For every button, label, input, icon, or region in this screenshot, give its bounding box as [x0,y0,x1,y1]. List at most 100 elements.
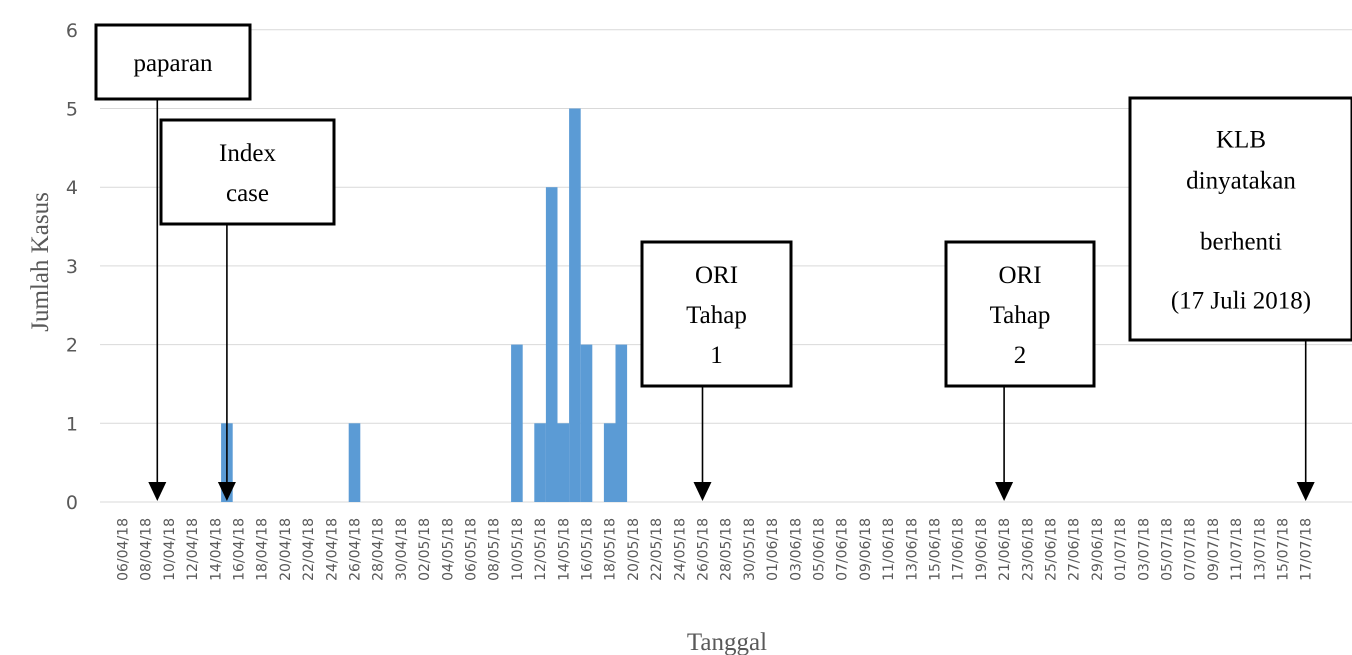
x-tick-label: 06/05/18 [464,518,480,581]
bar [615,344,628,502]
x-tick-label: 29/06/18 [1090,518,1106,581]
x-tick-label: 08/04/18 [139,518,155,581]
x-tick-label: 12/05/18 [533,518,549,581]
annotation-box [1128,96,1352,342]
annotation-text: Tahap [990,302,1051,329]
x-tick-label: 08/05/18 [487,518,503,581]
x-tick-label: 12/04/18 [185,518,201,581]
x-tick-label: 28/05/18 [719,518,735,581]
x-tick-label: 07/06/18 [835,518,851,581]
bar [557,423,570,502]
x-tick-label: 11/07/18 [1229,518,1245,581]
annotation-4: ORI Tahap 2 [944,240,1096,501]
annotation-text: case [226,180,269,207]
x-tick-label: 03/07/18 [1136,518,1152,581]
x-tick-label: 30/04/18 [394,518,410,581]
annotation-arrowhead [1296,482,1315,501]
x-tick-label: 23/06/18 [1020,518,1036,581]
x-tick-label: 16/04/18 [232,518,248,581]
x-tick-label: 18/05/18 [603,518,619,581]
x-tick-label: 14/04/18 [208,518,224,581]
x-tick-label: 10/04/18 [162,518,178,581]
x-tick-label: 01/06/18 [765,518,781,581]
x-tick-label: 16/05/18 [580,518,596,581]
y-tick-label: 4 [66,177,78,199]
x-tick-label: 24/04/18 [324,518,340,581]
x-tick-label: 09/06/18 [858,518,874,581]
x-tick-label: 13/06/18 [904,518,920,581]
annotation-arrowhead [693,482,712,501]
y-tick-label: 6 [66,20,78,42]
annotation-5: KLB dinyatakan berhenti (17 Juli 2018) [1128,96,1352,501]
x-tick-label: 14/05/18 [556,518,572,581]
y-tick-label: 5 [66,99,78,121]
annotation-text: berhenti [1200,229,1282,256]
annotation-arrowhead [148,482,167,501]
x-tick-label: 17/06/18 [951,518,967,581]
x-axis-title: Tanggal [687,629,767,655]
x-tick-label: 05/06/18 [812,518,828,581]
bar [580,344,593,502]
annotations: paparan Index case ORI Tahap 1 ORI Tahap 2 KLB din… [94,23,1352,501]
bar [545,187,558,502]
x-tick-label: 03/06/18 [788,518,804,581]
annotation-text: ORI [998,262,1041,289]
x-tick-label: 10/05/18 [510,518,526,581]
annotation-1: paparan [94,23,252,501]
x-tick-label: 07/07/18 [1183,518,1199,581]
x-tick-label: 20/05/18 [626,518,642,581]
x-tick-label: 09/07/18 [1206,518,1222,581]
x-tick-label: 19/06/18 [974,518,990,581]
x-tick-label: 04/05/18 [440,518,456,581]
bar [348,423,361,502]
x-tick-label: 20/04/18 [278,518,294,581]
annotation-box [944,240,1096,388]
annotation-2: Index case [159,118,336,501]
x-tick-label: 11/06/18 [881,518,897,581]
x-tick-label: 27/06/18 [1067,518,1083,581]
bar [534,423,546,502]
x-tick-label: 05/07/18 [1160,518,1176,581]
x-tick-label: 26/05/18 [696,518,712,581]
x-tick-label: 21/06/18 [997,518,1013,581]
annotation-text: KLB [1216,127,1266,154]
y-tick-label: 2 [66,335,78,357]
annotation-text: Tahap [686,302,747,329]
annotation-arrowhead [217,482,236,501]
annotation-box [159,118,336,226]
x-tick-label: 06/04/18 [116,518,132,581]
annotation-text: dinyatakan [1186,168,1296,195]
bar [603,423,616,502]
y-tick-label: 0 [66,492,78,514]
x-tick-label: 30/05/18 [742,518,758,581]
annotation-text: 1 [710,342,723,369]
x-tick-labels: 06/04/18 08/04/18 10/04/18 12/04/18 14/04/18… [116,518,1315,581]
y-tick-label: 3 [66,256,78,278]
x-tick-label: 15/07/18 [1276,518,1292,581]
x-tick-label: 15/06/18 [928,518,944,581]
annotation-box [94,23,252,101]
x-tick-label: 18/04/18 [255,518,271,581]
annotation-arrowhead [995,482,1014,501]
y-tick-label: 1 [66,413,78,435]
annotation-text: paparan [133,50,213,77]
annotation-box [640,240,793,388]
bar [511,344,523,502]
x-tick-label: 24/05/18 [672,518,688,581]
x-tick-label: 26/04/18 [348,518,364,581]
y-tick-labels: 0 1 2 3 4 5 6 [66,20,78,514]
x-tick-label: 01/07/18 [1113,518,1129,581]
annotation-3: ORI Tahap 1 [640,240,793,501]
x-tick-label: 22/04/18 [301,518,317,581]
annotation-text: Index [219,140,276,167]
annotation-text: (17 Juli 2018) [1171,288,1311,315]
x-tick-label: 13/07/18 [1252,518,1268,581]
annotation-text: ORI [695,262,738,289]
x-tick-label: 25/06/18 [1044,518,1060,581]
x-tick-label: 02/05/18 [417,518,433,581]
y-axis-title: Jumlah Kasus [27,192,54,332]
annotation-text: 2 [1014,342,1027,369]
x-tick-label: 28/04/18 [371,518,387,581]
x-tick-label: 17/07/18 [1299,518,1315,581]
